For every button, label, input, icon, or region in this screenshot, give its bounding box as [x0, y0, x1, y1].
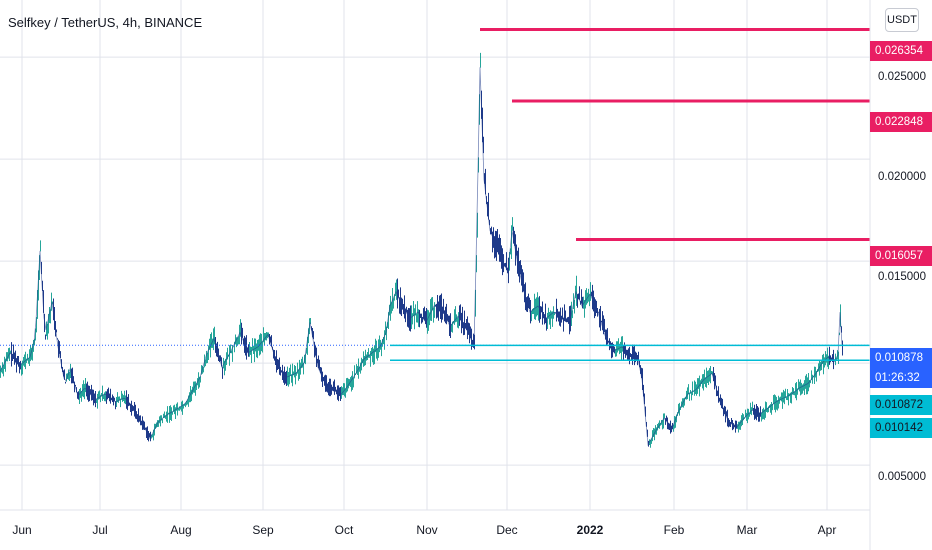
x-tick-label: Dec — [496, 523, 518, 537]
x-tick-label: Oct — [334, 523, 354, 537]
resistance-price-label[interactable]: 0.016057 — [870, 246, 932, 266]
x-tick-label: Aug — [170, 523, 192, 537]
y-tick-label: 0.015000 — [878, 271, 926, 283]
x-tick-label: Jul — [92, 523, 108, 537]
resistance-price-label[interactable]: 0.022848 — [870, 112, 932, 132]
currency-button[interactable]: USDT — [885, 8, 919, 32]
x-tick-label: Jun — [12, 523, 32, 537]
chart-title: Selfkey / TetherUS, 4h, BINANCE — [8, 15, 203, 30]
grid-lines — [0, 0, 870, 510]
y-tick-label: 0.025000 — [878, 71, 926, 83]
support-price-label[interactable]: 0.010142 — [870, 418, 932, 438]
y-tick-label: 0.005000 — [878, 471, 926, 483]
bar-countdown-label: 01:26:32 — [870, 368, 932, 388]
support-price-label[interactable]: 0.010872 — [870, 395, 932, 415]
price-series — [0, 52, 843, 448]
x-tick-label: Sep — [252, 523, 274, 537]
x-tick-label: 2022 — [576, 523, 604, 537]
x-tick-label: Apr — [817, 523, 837, 537]
x-tick-label: Nov — [416, 523, 438, 537]
x-tick-label: Feb — [663, 523, 685, 537]
resistance-price-label[interactable]: 0.026354 — [870, 41, 932, 61]
horizontal-levels[interactable] — [0, 27, 870, 361]
x-tick-label: Mar — [736, 523, 758, 537]
y-tick-label: 0.020000 — [878, 171, 926, 183]
current-price-label[interactable]: 0.010878 — [870, 348, 932, 368]
price-trend-line — [0, 67, 843, 447]
